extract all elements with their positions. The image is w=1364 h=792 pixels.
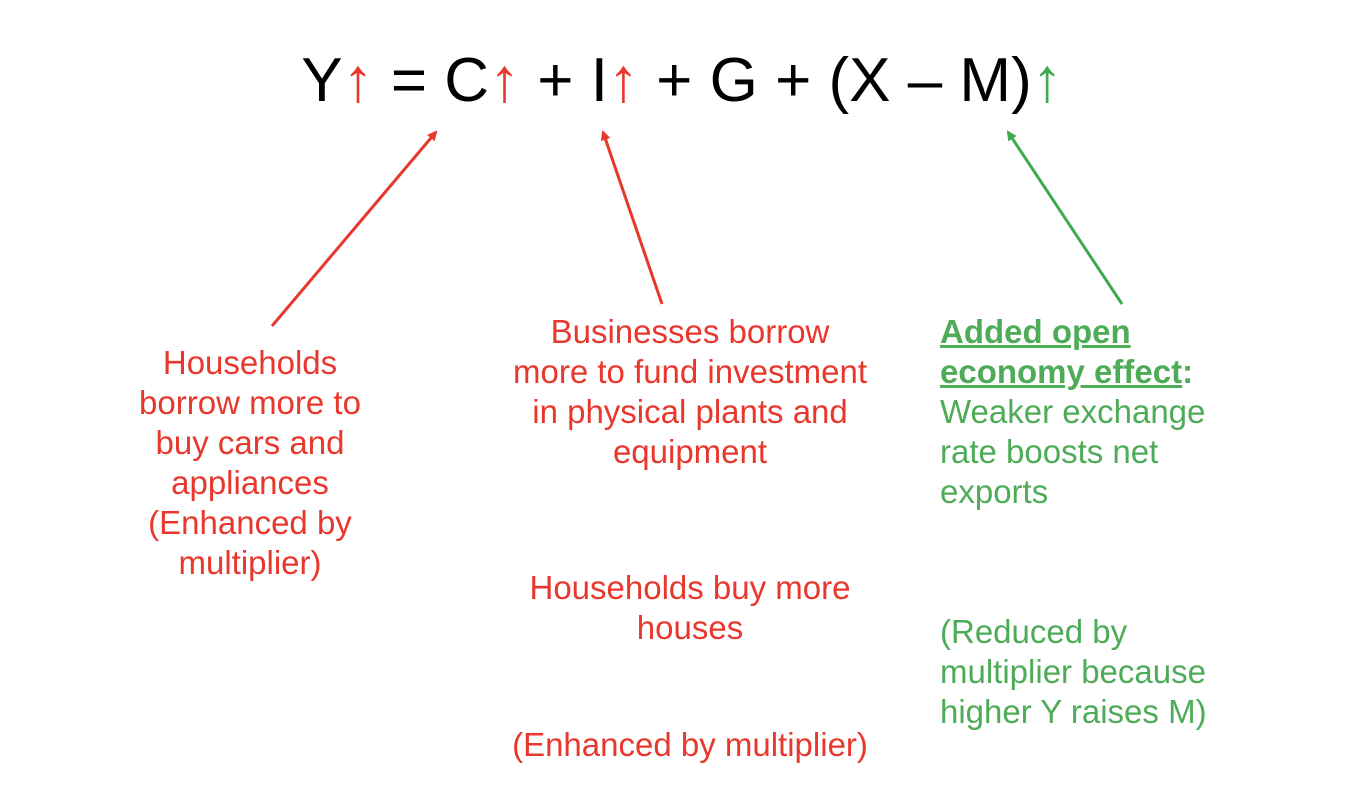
equation-y: Y [301,46,343,115]
heading-colon: : [1182,353,1194,390]
arrow-to-c [270,130,438,327]
text-line: Households buy more [529,569,851,606]
net-exports-note: (Reduced by multiplier because higher Y … [940,612,1300,732]
text-line: more to fund investment [512,353,867,390]
equation-i: + I [520,46,608,115]
text-line: Weaker exchange [940,393,1206,430]
equation-g-nx: + G + (X – M) [638,46,1032,115]
text-line: Businesses borrow [550,313,830,350]
text-line: (Reduced by [940,613,1128,650]
text-line: rate boosts net [940,433,1159,470]
text-line: appliances [171,464,329,501]
equation-c: = C [373,46,490,115]
text-line: houses [636,609,744,646]
arrow-up-icon: ↑ [1031,46,1063,115]
text-line: equipment [612,433,768,470]
housing-explanation: Households buy more houses [450,568,930,648]
arrow-to-nx [1006,130,1124,305]
open-economy-heading: Added open [940,313,1131,350]
text-line: (Enhanced by multiplier) [512,726,868,763]
arrow-up-icon: ↑ [342,46,374,115]
heading-line: economy effect: [940,352,1300,392]
net-exports-explanation: Added open economy effect: Weaker exchan… [940,312,1300,512]
text-line: exports [940,473,1049,510]
text-line: (Enhanced by [148,504,352,541]
investment-note: (Enhanced by multiplier) [450,725,930,765]
arrow-up-icon: ↑ [489,46,521,115]
text-line: multiplier) [178,544,322,581]
text-line: in physical plants and [532,393,848,430]
heading-line: Added open [940,312,1300,352]
open-economy-heading: economy effect [940,353,1183,390]
text-line: Households [162,344,338,381]
equation: Y↑ = C↑ + I↑ + G + (X – M)↑ [0,36,1364,126]
text-line: higher Y raises M) [940,693,1207,730]
arrow-up-icon: ↑ [607,46,639,115]
text-line: multiplier because [940,653,1206,690]
consumption-explanation: Households borrow more to buy cars and a… [90,343,410,583]
investment-explanation: Businesses borrow more to fund investmen… [450,312,930,472]
arrow-to-i [600,130,664,305]
text-line: buy cars and [155,424,345,461]
text-line: borrow more to [139,384,361,421]
